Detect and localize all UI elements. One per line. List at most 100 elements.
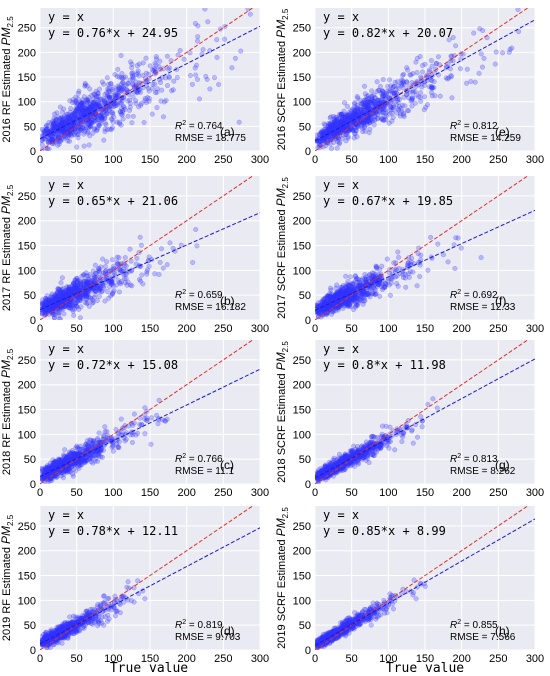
data-point	[73, 129, 79, 136]
data-point	[114, 119, 120, 125]
data-point	[76, 465, 82, 471]
data-point	[75, 90, 81, 96]
data-point	[60, 116, 67, 122]
data-point	[51, 315, 57, 320]
data-point	[386, 270, 393, 276]
data-point	[101, 622, 107, 628]
data-point	[68, 116, 74, 122]
data-point	[47, 307, 53, 313]
data-point	[51, 123, 57, 130]
data-point	[111, 114, 117, 120]
data-point	[58, 118, 64, 124]
data-point	[129, 283, 135, 289]
data-point	[96, 285, 102, 291]
data-point	[118, 279, 124, 285]
data-point	[68, 305, 74, 311]
data-point	[65, 302, 71, 308]
data-point	[51, 121, 57, 128]
data-point	[78, 294, 84, 300]
data-point	[93, 93, 99, 99]
data-point	[88, 113, 94, 119]
data-point	[76, 306, 82, 312]
data-point	[93, 102, 99, 108]
data-point	[111, 288, 117, 294]
data-point	[40, 300, 45, 306]
data-point	[109, 278, 115, 284]
data-point	[71, 628, 77, 634]
data-point	[49, 297, 55, 303]
data-point	[54, 468, 60, 475]
data-point	[121, 275, 127, 281]
data-point	[70, 308, 76, 314]
data-point	[64, 118, 70, 124]
data-point	[401, 71, 407, 77]
data-point	[50, 304, 56, 311]
data-point	[93, 456, 99, 462]
data-point	[147, 63, 153, 69]
data-point	[328, 287, 334, 293]
data-point	[87, 280, 93, 286]
data-point	[187, 50, 193, 56]
data-point	[68, 105, 74, 112]
data-point	[130, 422, 136, 428]
data-point	[63, 126, 69, 132]
data-point	[192, 20, 198, 27]
data-point	[88, 110, 94, 116]
data-point	[110, 84, 116, 90]
data-point	[66, 454, 72, 461]
data-point	[110, 443, 116, 449]
data-point	[59, 467, 65, 474]
data-point	[74, 101, 80, 107]
data-point	[149, 67, 156, 73]
data-point	[83, 290, 89, 296]
data-point	[52, 293, 58, 299]
data-point	[71, 306, 78, 312]
data-point	[42, 302, 48, 308]
data-point	[476, 70, 482, 76]
data-point	[61, 453, 67, 459]
data-point	[129, 120, 135, 126]
data-point	[53, 118, 59, 124]
data-point	[73, 280, 79, 286]
r-squared-label: R2 = 0.766	[175, 453, 223, 465]
data-point	[60, 306, 66, 312]
data-point	[54, 123, 60, 129]
data-point	[84, 292, 90, 298]
data-point	[75, 127, 81, 133]
data-point	[98, 114, 104, 120]
data-point	[76, 278, 82, 284]
data-point	[145, 267, 151, 273]
data-point	[52, 298, 58, 304]
data-point	[93, 117, 99, 123]
data-point	[40, 297, 46, 303]
data-point	[102, 614, 108, 620]
data-point	[99, 79, 105, 85]
data-point	[68, 455, 75, 461]
data-point	[77, 462, 83, 468]
data-point	[96, 613, 102, 619]
data-point	[453, 43, 459, 49]
data-point	[58, 288, 65, 295]
data-point	[41, 129, 47, 135]
data-point	[56, 312, 62, 318]
data-point	[95, 121, 101, 127]
data-point	[90, 106, 96, 112]
data-point	[57, 121, 63, 127]
data-point	[69, 123, 75, 129]
data-point	[86, 99, 93, 105]
data-point	[435, 54, 441, 60]
data-point	[59, 275, 65, 281]
data-point	[66, 466, 72, 472]
data-point	[53, 133, 59, 139]
data-point	[127, 97, 133, 103]
data-point	[86, 94, 92, 101]
data-point	[96, 122, 102, 128]
data-point	[97, 284, 103, 290]
x-tick-label: 250	[214, 653, 232, 665]
data-point	[62, 447, 68, 453]
data-point	[45, 473, 51, 479]
data-point	[83, 295, 90, 301]
data-point	[130, 82, 136, 88]
data-point	[74, 275, 80, 281]
data-point	[428, 77, 434, 83]
